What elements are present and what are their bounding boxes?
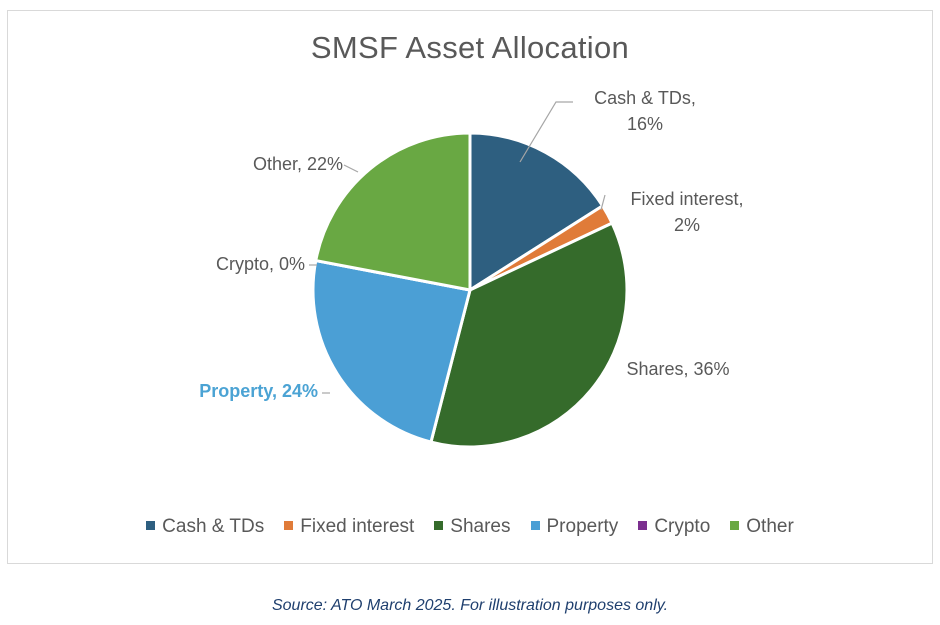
leader-line-cash-and-tds	[519, 101, 573, 163]
legend-swatch	[730, 521, 740, 530]
legend-swatch	[638, 521, 648, 530]
pie-slice-cash-and-tds	[468, 131, 605, 292]
legend-label: Shares	[450, 516, 511, 537]
legend-label: Fixed interest	[300, 516, 415, 537]
legend-swatch	[530, 521, 540, 530]
legend-swatch	[146, 521, 156, 530]
legend-label: Other	[746, 516, 794, 537]
legend-item-other: Other	[730, 516, 794, 538]
pie-slice-shares	[429, 221, 629, 449]
data-label-crypto: Crypto, 0%	[216, 254, 305, 274]
legend-label: Property	[546, 516, 619, 537]
legend-swatch	[434, 521, 444, 530]
legend-label: Cash & TDs	[162, 516, 265, 537]
data-label-fixed-interest: Fixed interest, 2%	[630, 189, 743, 235]
legend-label: Crypto	[654, 516, 711, 537]
pie-slice-other	[314, 131, 472, 292]
legend-item-fixed-interest: Fixed interest	[284, 516, 414, 538]
data-label-property: Property, 24%	[199, 381, 318, 401]
source-note: Source: ATO March 2025. For illustration…	[271, 597, 669, 614]
legend-swatch	[284, 521, 294, 530]
legend: Cash & TDs Fixed interest Shares Property Cr…	[0, 516, 940, 538]
legend-item-shares: Shares	[434, 516, 511, 538]
leader-line-fixed-interest	[600, 194, 606, 211]
pie-slice-property	[311, 259, 472, 444]
legend-item-cash-and-tds: Cash & TDs	[146, 516, 264, 538]
data-label-other: Other, 22%	[253, 154, 343, 174]
legend-item-crypto: Crypto	[638, 516, 710, 538]
legend-item-property: Property	[530, 516, 619, 538]
leader-line-other	[343, 164, 359, 173]
data-label-cash-and-tds: Cash & TDs, 16%	[594, 88, 696, 134]
chart-title: SMSF Asset Allocation	[310, 30, 630, 65]
data-label-shares: Shares, 36%	[626, 359, 729, 379]
